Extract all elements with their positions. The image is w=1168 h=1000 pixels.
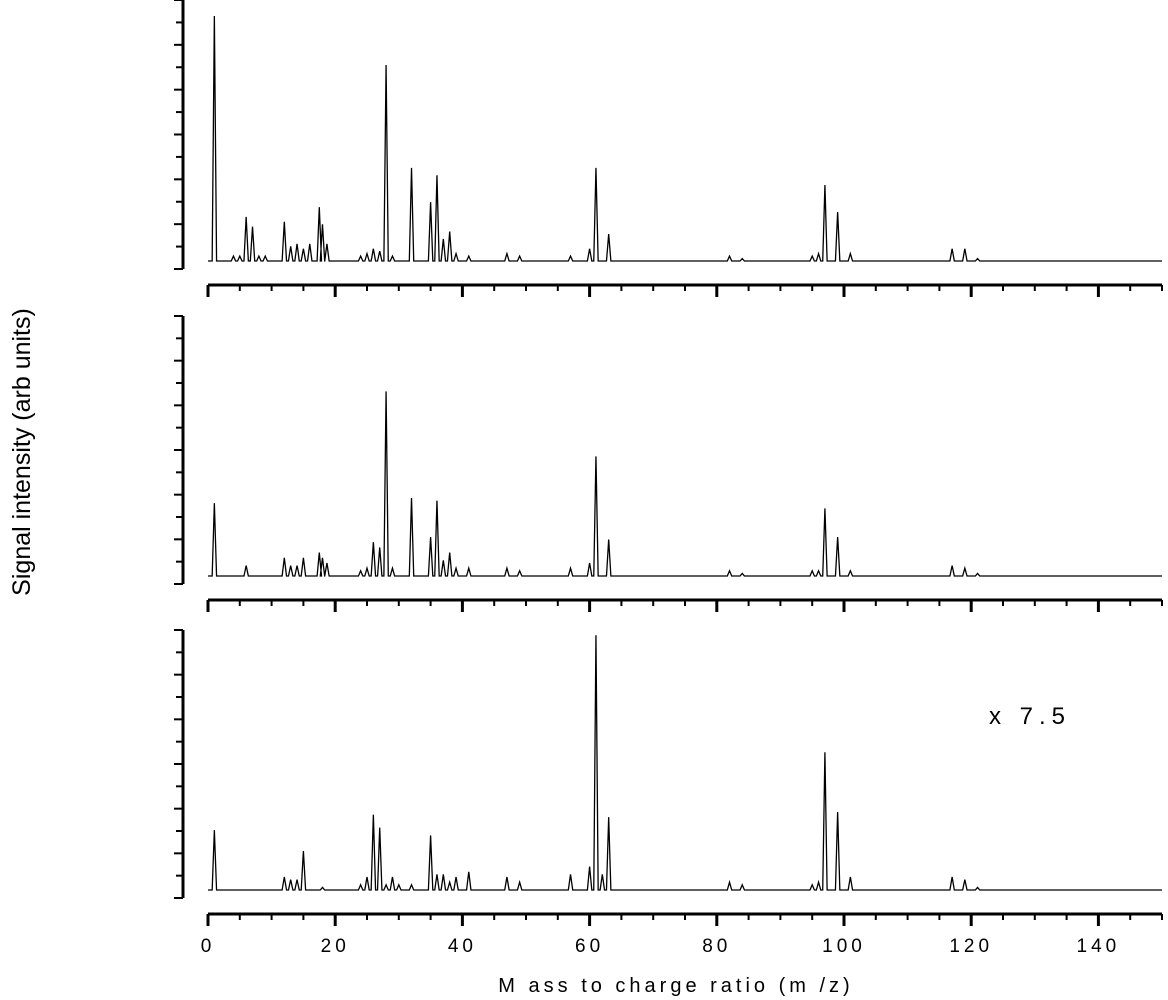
panel-3-x-tick-label: 60 xyxy=(575,936,604,957)
panel-3-x-tick-label: 0 xyxy=(201,936,216,957)
panel-3-x-tick-label: 40 xyxy=(448,936,477,957)
panel-3-x-tick-label: 120 xyxy=(949,936,993,957)
x-axis-label: M ass to charge ratio (m /z) xyxy=(498,975,853,997)
panel-1-spectrum-line xyxy=(208,15,1162,262)
panel-3-x-tick-label: 100 xyxy=(822,936,866,957)
panel-3-spectrum-line xyxy=(208,635,1162,891)
panel-3-x-tick-label: 20 xyxy=(321,936,350,957)
y-axis-label: Signal intensity (arb units) xyxy=(8,308,36,596)
scale-factor-annotation: x 7.5 xyxy=(989,703,1071,730)
panel-2-spectrum-line xyxy=(208,391,1162,577)
panel-3-x-tick-label: 80 xyxy=(702,936,731,957)
panel-3-x-tick-label: 140 xyxy=(1077,936,1121,957)
